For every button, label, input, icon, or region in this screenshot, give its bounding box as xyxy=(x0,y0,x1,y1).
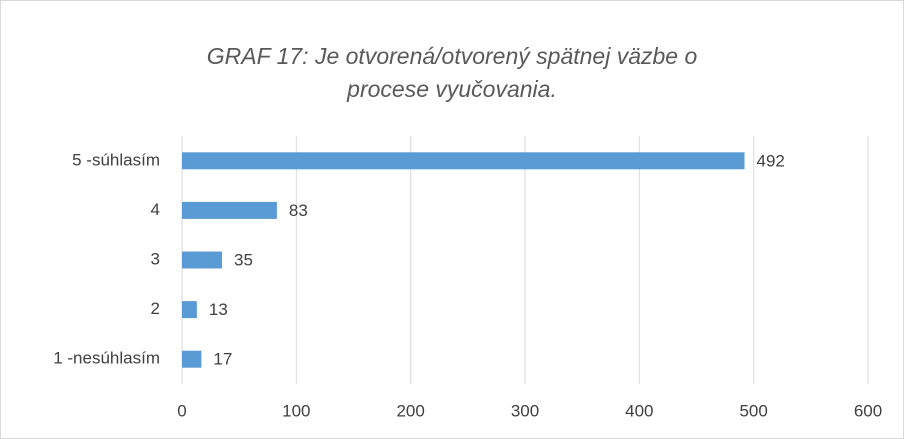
bar xyxy=(182,201,277,219)
bar xyxy=(182,350,202,368)
bar xyxy=(182,301,197,319)
bar xyxy=(182,251,223,269)
data-label: 35 xyxy=(234,250,253,269)
data-label: 492 xyxy=(757,151,785,170)
data-label: 13 xyxy=(209,300,228,319)
x-tick-label: 600 xyxy=(854,401,882,420)
data-label: 83 xyxy=(289,201,308,220)
x-tick-label: 100 xyxy=(282,401,310,420)
x-tick-label: 0 xyxy=(177,401,186,420)
x-tick-label: 300 xyxy=(511,401,539,420)
x-tick-label: 200 xyxy=(396,401,424,420)
y-tick-label: 2 xyxy=(151,299,160,318)
y-tick-label: 1 -nesúhlasím xyxy=(53,349,160,368)
y-tick-label: 4 xyxy=(151,200,160,219)
x-tick-label: 400 xyxy=(625,401,653,420)
chart-title: GRAF 17: Je otvorená/otvorený spätnej vä… xyxy=(206,43,698,102)
bar xyxy=(182,152,745,170)
y-tick-label: 3 xyxy=(151,249,160,268)
x-tick-label: 500 xyxy=(739,401,767,420)
data-label: 17 xyxy=(213,350,232,369)
y-tick-label: 5 -súhlasím xyxy=(72,150,160,169)
